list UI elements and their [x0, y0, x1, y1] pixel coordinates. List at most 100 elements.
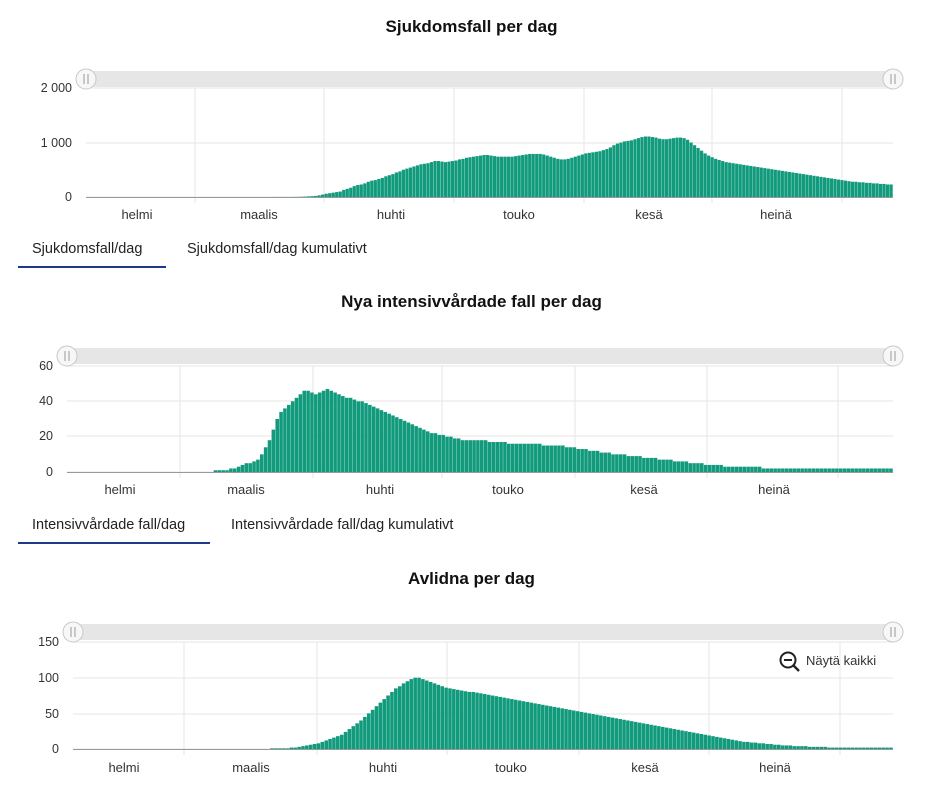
bar[interactable]: [306, 390, 310, 472]
bar[interactable]: [657, 726, 661, 749]
bar[interactable]: [610, 717, 615, 749]
bar[interactable]: [537, 443, 542, 472]
bar[interactable]: [468, 440, 472, 472]
bar[interactable]: [869, 747, 874, 749]
bar[interactable]: [552, 706, 557, 749]
bar[interactable]: [885, 747, 889, 749]
bar[interactable]: [440, 161, 444, 197]
bar[interactable]: [618, 454, 623, 472]
bar[interactable]: [531, 153, 535, 197]
bar[interactable]: [450, 161, 455, 197]
bar[interactable]: [564, 447, 569, 472]
bar[interactable]: [278, 748, 282, 750]
bar[interactable]: [448, 688, 452, 749]
bar[interactable]: [468, 157, 472, 197]
bar[interactable]: [387, 413, 391, 472]
bar[interactable]: [390, 691, 394, 749]
bar[interactable]: [333, 392, 337, 473]
bar[interactable]: [236, 466, 241, 472]
bar[interactable]: [800, 468, 804, 472]
bar[interactable]: [811, 468, 816, 472]
bar[interactable]: [707, 464, 712, 472]
bar[interactable]: [595, 714, 599, 749]
bar[interactable]: [804, 468, 808, 472]
bar[interactable]: [370, 180, 374, 197]
bar[interactable]: [386, 695, 390, 750]
bar[interactable]: [819, 176, 823, 197]
bar[interactable]: [615, 143, 620, 197]
bar[interactable]: [871, 183, 876, 198]
bar[interactable]: [328, 739, 332, 749]
bar[interactable]: [366, 713, 371, 749]
bar[interactable]: [780, 745, 785, 749]
bar[interactable]: [480, 440, 484, 472]
bar[interactable]: [293, 747, 298, 749]
bar[interactable]: [780, 170, 784, 197]
bar[interactable]: [568, 447, 573, 472]
bar[interactable]: [584, 449, 588, 472]
bar[interactable]: [521, 701, 526, 749]
bar[interactable]: [583, 712, 588, 749]
bar[interactable]: [711, 736, 715, 749]
bar[interactable]: [422, 163, 427, 197]
bar[interactable]: [541, 445, 546, 473]
bar[interactable]: [503, 441, 507, 472]
bar[interactable]: [601, 150, 605, 197]
bar[interactable]: [881, 747, 885, 749]
bar[interactable]: [776, 744, 781, 749]
bar[interactable]: [384, 176, 388, 197]
bar[interactable]: [440, 686, 445, 749]
bar[interactable]: [700, 463, 704, 472]
bar[interactable]: [750, 466, 754, 472]
bar[interactable]: [811, 746, 816, 749]
bar[interactable]: [842, 747, 847, 749]
bar[interactable]: [433, 433, 438, 472]
bar[interactable]: [738, 164, 742, 197]
bar[interactable]: [348, 397, 353, 472]
bar[interactable]: [804, 746, 808, 749]
bar[interactable]: [571, 710, 576, 749]
bar[interactable]: [493, 156, 497, 198]
bar[interactable]: [738, 741, 742, 749]
bar[interactable]: [459, 690, 464, 749]
bar[interactable]: [510, 156, 514, 197]
bar[interactable]: [524, 154, 528, 197]
bar[interactable]: [660, 726, 665, 749]
bar[interactable]: [671, 138, 676, 197]
bar[interactable]: [428, 681, 433, 749]
bar[interactable]: [359, 720, 363, 749]
bar[interactable]: [850, 468, 855, 472]
bar[interactable]: [878, 183, 883, 197]
bar[interactable]: [766, 168, 770, 197]
bar[interactable]: [331, 192, 335, 197]
bar[interactable]: [398, 171, 402, 197]
bar[interactable]: [864, 182, 869, 197]
bar[interactable]: [436, 161, 441, 197]
bar[interactable]: [577, 155, 581, 197]
bar[interactable]: [360, 401, 364, 472]
bar[interactable]: [784, 745, 789, 749]
bar[interactable]: [503, 156, 507, 197]
bar[interactable]: [685, 139, 690, 198]
bar[interactable]: [626, 720, 630, 749]
bar[interactable]: [324, 740, 328, 749]
bar[interactable]: [579, 711, 584, 749]
bar[interactable]: [556, 707, 561, 749]
bar[interactable]: [781, 468, 785, 472]
bar[interactable]: [594, 151, 598, 197]
bar[interactable]: [692, 463, 696, 472]
bar[interactable]: [746, 466, 750, 472]
bar[interactable]: [445, 436, 449, 472]
range-navigator-track[interactable]: [67, 348, 893, 364]
bar[interactable]: [355, 723, 359, 749]
bar[interactable]: [629, 140, 634, 197]
bar[interactable]: [391, 174, 395, 197]
bar[interactable]: [441, 434, 445, 472]
bar[interactable]: [342, 189, 346, 197]
bar[interactable]: [421, 679, 425, 749]
bar[interactable]: [463, 691, 468, 749]
bar[interactable]: [409, 679, 414, 749]
bar[interactable]: [808, 175, 812, 197]
bar[interactable]: [310, 392, 314, 473]
bar[interactable]: [728, 162, 732, 197]
